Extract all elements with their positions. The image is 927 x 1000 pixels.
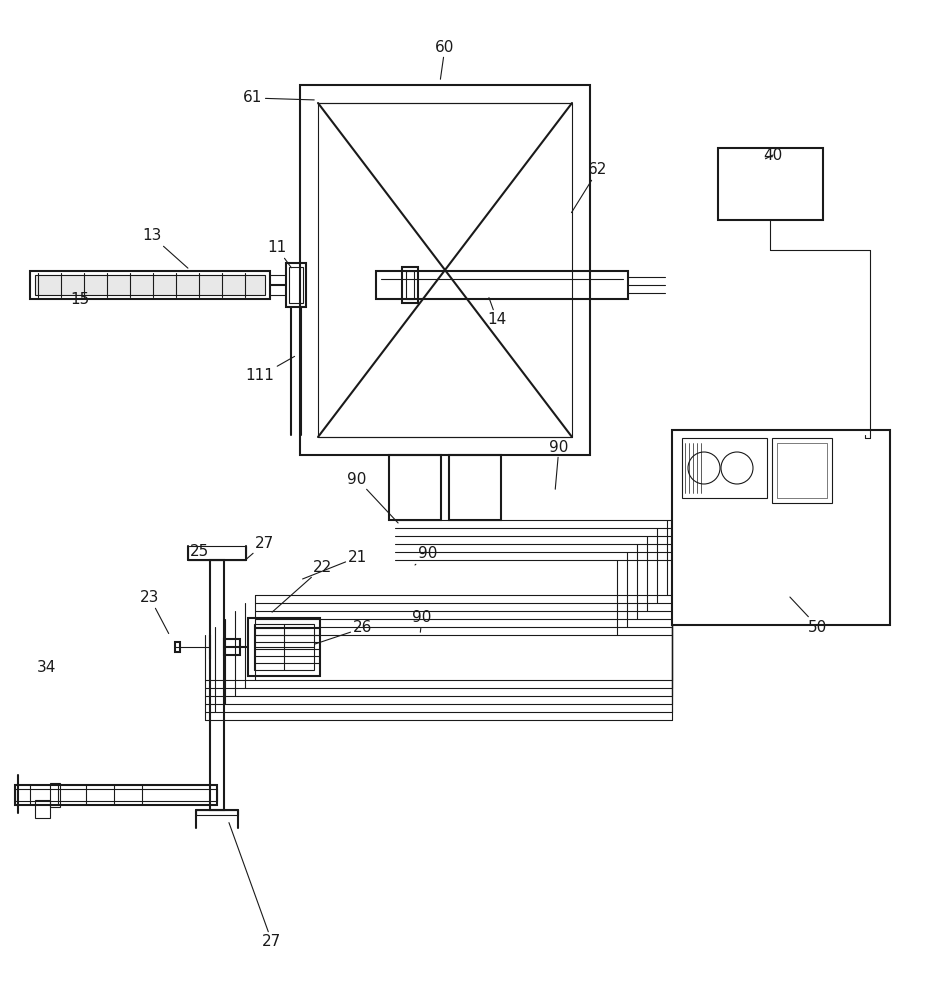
Bar [50, 783, 60, 807]
Bar [175, 642, 180, 652]
Text: 27: 27 [245, 536, 274, 560]
Bar [35, 800, 50, 818]
Text: 14: 14 [488, 298, 507, 328]
Bar [224, 639, 240, 655]
Bar [35, 275, 265, 295]
Text: 11: 11 [267, 240, 291, 268]
Bar [402, 267, 418, 303]
Bar [188, 546, 246, 560]
Text: 21: 21 [302, 550, 368, 579]
Text: 60: 60 [436, 39, 454, 79]
Text: 90: 90 [415, 546, 438, 565]
Text: 26: 26 [314, 620, 373, 644]
Text: 34: 34 [37, 660, 57, 676]
Bar [210, 560, 224, 810]
Bar [248, 618, 320, 676]
Bar [289, 267, 303, 303]
Text: 50: 50 [790, 597, 828, 635]
Text: 62: 62 [571, 162, 608, 213]
Text: 90: 90 [413, 610, 432, 632]
Text: 27: 27 [229, 823, 282, 950]
Bar [15, 785, 217, 805]
Text: 90: 90 [348, 472, 398, 523]
Text: 15: 15 [70, 292, 90, 308]
Bar [254, 624, 314, 670]
Bar [389, 455, 441, 520]
Bar [30, 271, 270, 299]
Bar [376, 271, 628, 299]
Text: 23: 23 [140, 590, 169, 634]
Bar [449, 455, 501, 520]
Text: 13: 13 [143, 229, 188, 268]
Text: 61: 61 [243, 91, 314, 105]
Bar [300, 85, 590, 455]
Text: 111: 111 [246, 356, 295, 383]
Text: 25: 25 [190, 544, 212, 560]
Bar [286, 263, 306, 307]
Bar [682, 438, 767, 498]
Bar [772, 438, 832, 503]
Bar [318, 103, 572, 437]
Bar [406, 271, 414, 299]
Bar [718, 148, 823, 220]
Text: 40: 40 [763, 147, 782, 162]
Text: 22: 22 [273, 560, 333, 612]
Bar [672, 430, 890, 625]
Bar [777, 443, 827, 498]
Bar [196, 810, 238, 815]
Text: 90: 90 [550, 440, 568, 489]
Bar [15, 789, 217, 801]
